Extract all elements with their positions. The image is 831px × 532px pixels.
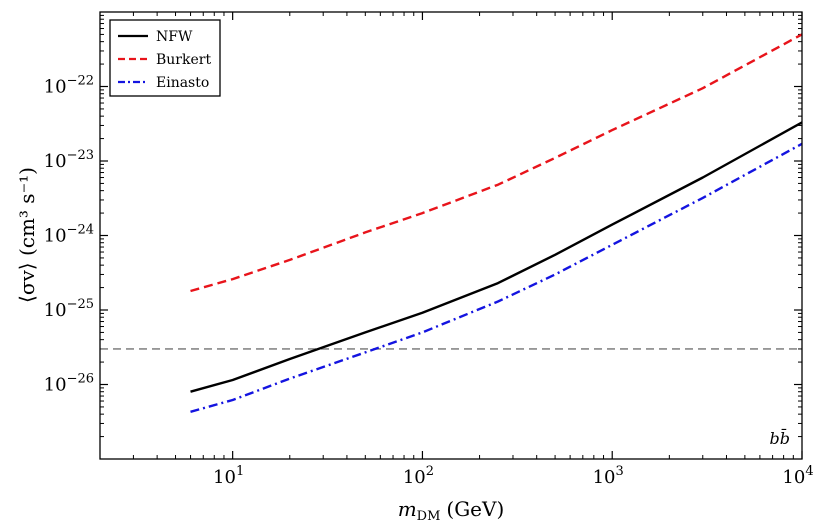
x-tick-label: 104 <box>782 464 813 488</box>
y-axis-label: ⟨σv⟩ (cm³ s⁻¹) <box>15 167 39 303</box>
plot-frame <box>99 11 803 460</box>
y-tick-label: 10−23 <box>44 148 94 172</box>
x-axis-label: mDM (GeV) <box>398 497 505 524</box>
legend-label-einasto: Einasto <box>156 75 209 91</box>
x-axis-label-main: m <box>398 497 417 521</box>
series-line-einasto <box>190 142 803 413</box>
series-line-burkert <box>190 33 803 293</box>
legend: NFW Burkert Einasto <box>109 19 221 97</box>
y-tick-label: 10−26 <box>44 372 94 396</box>
y-tick-label: 10−25 <box>44 297 94 321</box>
y-tick-label: 10−22 <box>44 74 94 98</box>
legend-label-burkert: Burkert <box>156 52 211 68</box>
legend-label-nfw: NFW <box>156 29 193 45</box>
x-axis-label-unit: (GeV) <box>446 497 504 521</box>
channel-annotation: bb̄ <box>770 427 790 448</box>
x-tick-label: 101 <box>213 464 244 488</box>
y-tick-label: 10−24 <box>44 223 94 247</box>
x-axis-label-sub: DM <box>417 509 441 524</box>
x-tick-label: 102 <box>403 464 434 488</box>
legend-box <box>109 19 221 97</box>
x-tick-label: 103 <box>593 464 624 488</box>
series-line-nfw <box>190 121 803 393</box>
